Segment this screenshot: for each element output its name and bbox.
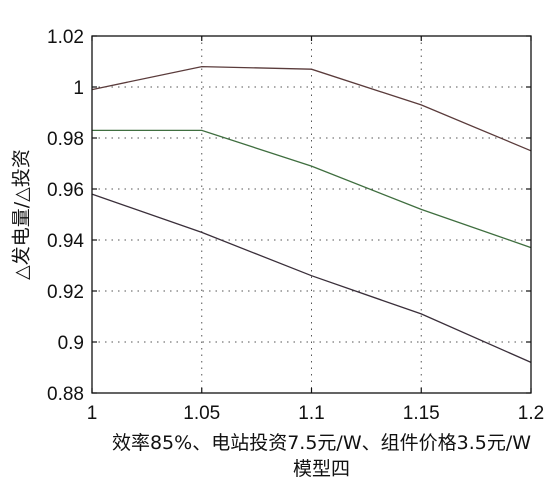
ticks	[91, 35, 532, 394]
x-tick-label: 1.05	[183, 403, 220, 424]
series-line-1	[91, 65, 532, 152]
plot-frame	[91, 35, 532, 394]
y-tick-label: 0.92	[47, 282, 84, 303]
series-line-3	[91, 193, 532, 363]
x-axis-label: 效率85%、电站投资7.5元/W、组件价格3.5元/W	[112, 432, 531, 454]
grid	[92, 36, 531, 393]
x-tick-label: 1	[87, 403, 98, 424]
tick-labels: 1 1.05 1.1 1.15 1.2 0.88 0.9 0.92 0.94 0.96 0.98 1 1…	[47, 27, 544, 424]
y-tick-label: 1.02	[47, 27, 84, 48]
x-tick-label: 1.15	[403, 403, 440, 424]
y-tick-label: 0.94	[47, 231, 84, 252]
x-tick-label: 1.2	[518, 403, 544, 424]
y-tick-label: 1	[73, 78, 84, 99]
y-tick-label: 0.88	[47, 384, 84, 405]
y-axis-label: △发电量/△投资	[11, 149, 33, 280]
x-tick-label: 1.1	[298, 403, 324, 424]
y-tick-label: 0.98	[47, 129, 84, 150]
y-tick-label: 0.96	[47, 180, 84, 201]
y-tick-label: 0.9	[58, 333, 84, 354]
series-line-2	[92, 129, 532, 249]
series-layer	[91, 65, 532, 363]
chart-subtitle: 模型四	[293, 458, 350, 480]
